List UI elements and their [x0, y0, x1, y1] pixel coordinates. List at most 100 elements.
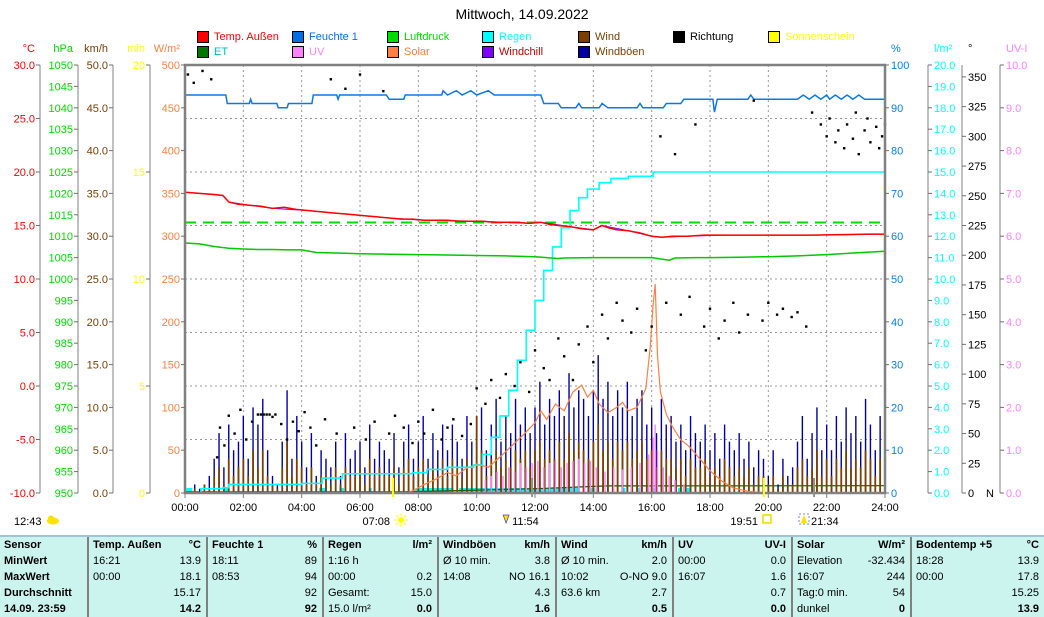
series-direction	[271, 415, 274, 419]
series-direction	[452, 418, 455, 421]
series-direction	[775, 313, 779, 316]
series-temp	[184, 191, 885, 239]
table-column-temp-au-en: Temp. Außen °C 16:21 13.9 00:00 18.1 15.17 14.2	[87, 537, 206, 617]
axis-title-uv-i: UV-I	[1006, 43, 1027, 55]
axis-tick-label: 14.0	[934, 188, 955, 200]
axis-tick-label: 25	[968, 458, 980, 470]
cell-time: dunkel	[797, 603, 830, 615]
axis-tick-label: 30.0	[87, 231, 108, 243]
table-row: Ø 10 min. 2.0	[561, 553, 667, 569]
series-direction	[250, 420, 254, 423]
axis-tick-label: 970	[55, 402, 73, 414]
table-header: Bodentemp +5 °C	[916, 537, 1039, 553]
series-direction	[880, 135, 884, 138]
time-label: 10:00	[463, 502, 491, 514]
table-column-bodentemp-5: Bodentemp +5 °C 18:28 13.9 00:00 17.8 15.25 13.…	[910, 537, 1044, 617]
cell-value: 92	[304, 603, 317, 615]
cell-time: 1:16 h	[328, 555, 359, 567]
column-unit: °C	[188, 539, 201, 551]
series-direction	[819, 123, 823, 126]
table-row: 13.9	[916, 601, 1039, 617]
series-direction	[498, 396, 502, 400]
series-direction	[245, 438, 248, 441]
series-direction	[411, 441, 414, 445]
legend-label: Richtung	[690, 30, 734, 43]
series-direction	[737, 331, 741, 334]
cell-value: 4.3	[534, 587, 550, 599]
series-direction	[268, 413, 271, 416]
axis-tick-label: 150	[162, 360, 180, 372]
axis-tick-label: 225	[968, 221, 986, 233]
axis-tick-label: 955	[55, 467, 73, 479]
series-direction	[210, 78, 213, 81]
axis-tick-label: 15.0	[87, 360, 108, 372]
axis-tick-label: 6.0	[1006, 231, 1021, 243]
axis-tick-label: 60	[891, 231, 903, 243]
series-direction	[875, 125, 878, 129]
table-row-label: MinWert	[4, 553, 82, 569]
cell-value: 17.8	[1017, 571, 1039, 583]
axis-tick-label: 20.0	[87, 317, 108, 329]
axis-tick-label: 175	[968, 280, 986, 292]
series-direction	[837, 129, 840, 132]
time-label: 22:00	[813, 502, 841, 514]
axis-tick-label: 250	[162, 274, 180, 286]
series-direction	[717, 337, 720, 340]
table-row: dunkel 0	[797, 601, 905, 617]
axis-tick-label: 1.0	[1006, 445, 1021, 457]
column-header: Bodentemp +5	[916, 539, 993, 551]
legend-item-temp-au-en: Temp. Außen	[197, 30, 279, 43]
axis-tick-label: 0	[139, 488, 145, 500]
axis-tick-label: 16.0	[934, 146, 955, 158]
weather-chart: -10.0 -5.0 0.0 5.0 10.0 15.0 20.0 25.0 30.0 °C 950…	[10, 43, 1028, 528]
temp-au-en-swatch-icon	[197, 30, 209, 43]
axis-tick-label: 985	[55, 338, 73, 350]
table-row: 18:28 13.9	[916, 553, 1039, 569]
series-direction	[387, 432, 391, 435]
table-header: Regen l/m²	[328, 537, 432, 553]
axis-tick-label: 1010	[49, 231, 73, 243]
axis-tick-label: 4.0	[934, 402, 949, 414]
axis-tick-label: 80	[891, 146, 903, 158]
series-direction	[259, 413, 263, 416]
daylight-duration: 12:43	[14, 516, 42, 528]
legend-item-luftdruck: Luftdruck	[387, 30, 449, 43]
table-row: Elevation -32.434	[797, 553, 905, 569]
daylight-sun-cloud-icon	[48, 515, 54, 522]
axis-tick-label: 500	[162, 60, 180, 72]
series-direction	[828, 117, 831, 120]
axis-tick-label: 5	[139, 381, 145, 393]
legend-item-feuchte-1: Feuchte 1	[292, 30, 358, 43]
table-header: Feuchte 1%	[212, 537, 317, 553]
solar-swatch-icon	[387, 45, 399, 58]
table-row: 00:00 18.1	[93, 569, 201, 585]
legend-label: Wind	[595, 30, 621, 43]
axis-tick-label: 25.0	[87, 274, 108, 286]
axis-tick-label: 6.0	[934, 360, 949, 372]
table-row: 10:02 O-NO 9.0	[561, 569, 667, 585]
sunset-time: 19:51	[730, 516, 758, 528]
axis-tick-label: 950	[55, 488, 73, 500]
table-header: Solar W/m²	[797, 537, 905, 553]
series-direction	[329, 78, 333, 81]
series-direction	[621, 319, 624, 322]
series-direction	[460, 434, 464, 438]
axis-tick-label: 18.0	[934, 103, 955, 115]
series-direction	[475, 387, 478, 390]
series-direction	[557, 337, 560, 340]
axis-tick-label: 5.0	[1006, 274, 1021, 286]
series-direction	[644, 349, 648, 352]
table-column-uv: UV UV-I 00:00 0.0 16:07 1.6 0.7 0.0	[672, 537, 791, 617]
axis-tick-label: 300	[968, 131, 986, 143]
et-swatch-icon	[197, 45, 209, 58]
cell-value: 13.9	[1017, 555, 1039, 567]
cell-time: 10:02	[561, 571, 589, 583]
series-direction	[869, 141, 872, 144]
column-unit: km/h	[641, 539, 667, 551]
cell-time: Ø 10 min.	[443, 555, 491, 567]
cell-time: 18:28	[916, 555, 944, 567]
axis-tick-label: 0.0	[93, 488, 108, 500]
axis-tick-label: 10.0	[934, 274, 955, 286]
series-direction	[364, 438, 368, 441]
legend-item-sonnenschein: Sonnenschein	[768, 30, 855, 43]
